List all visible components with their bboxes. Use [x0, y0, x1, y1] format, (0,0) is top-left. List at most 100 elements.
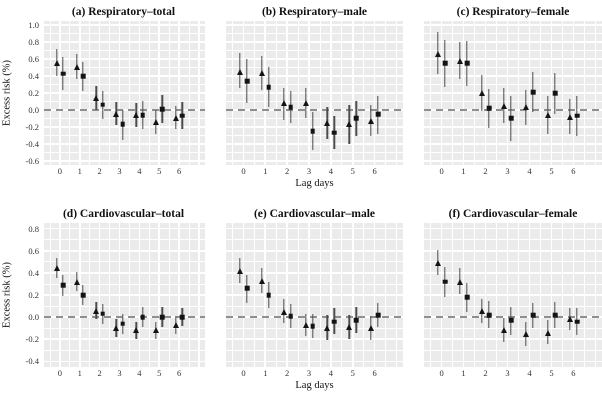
gridline-horizontal [44, 84, 205, 85]
gridline-vertical [242, 223, 245, 367]
gridline-horizontal [424, 92, 602, 94]
gridline-vertical [49, 21, 51, 165]
gridline-vertical [474, 21, 475, 165]
gridline-vertical [373, 21, 376, 165]
y-axis-tick-labels: -0.4 -0.2 0.0 0.2 0.4 0.6 0.8 [14, 223, 44, 367]
gridline-horizontal [226, 118, 403, 119]
x-axis-tick-label: 3 [117, 166, 122, 176]
gridline-vertical [297, 21, 299, 165]
gridline-horizontal [44, 249, 205, 252]
triangle-marker [566, 113, 573, 120]
gridline-vertical [440, 223, 443, 367]
gridline-vertical [178, 21, 180, 165]
y-axis-tick-label: 0.4 [28, 267, 39, 278]
gridline-horizontal [44, 92, 205, 94]
gridline-horizontal [44, 50, 205, 52]
triangle-marker [302, 100, 309, 107]
square-marker [160, 106, 165, 112]
gridline-horizontal [44, 327, 205, 329]
square-marker [266, 84, 272, 90]
panel-c: (c) Respiratory–female 0 1 2 3 4 5 6 [424, 3, 602, 193]
triangle-marker [566, 316, 573, 323]
gridline-horizontal [424, 249, 602, 252]
square-marker [574, 319, 580, 324]
y-axis-tick-label: 0.8 [28, 223, 39, 234]
gridline-vertical [69, 21, 71, 165]
gridline-vertical [98, 21, 101, 165]
gridline-vertical [506, 21, 509, 165]
gridline-horizontal [226, 283, 403, 285]
gridline-vertical [572, 223, 575, 367]
y-axis-tick-label: -0.6 [25, 155, 39, 166]
triangle-marker [346, 324, 353, 331]
square-marker [244, 286, 250, 291]
triangle-marker [258, 69, 265, 76]
gridline-horizontal [44, 261, 205, 263]
x-axis-tick-label: 6 [571, 166, 576, 176]
y-axis-tick-label: 0.8 [28, 37, 39, 48]
gridline-horizontal [226, 24, 403, 27]
panel-title: (d) Cardiovascular–total [62, 208, 185, 220]
gridline-vertical [98, 223, 101, 367]
gridline-vertical [330, 223, 332, 367]
triangle-marker [522, 330, 529, 337]
gridline-horizontal [424, 227, 602, 230]
triangle-marker [457, 278, 464, 285]
plot-area [226, 223, 403, 367]
gridline-horizontal [44, 294, 205, 296]
triangle-marker [53, 60, 60, 67]
x-axis-tick-label: 2 [483, 368, 488, 378]
panel-body [424, 21, 602, 165]
gridline-vertical [484, 223, 487, 367]
y-axis-tick-label: 1.0 [28, 20, 39, 31]
zero-reference-line [424, 316, 602, 318]
gridline-horizontal [226, 271, 403, 274]
gridline-horizontal [226, 101, 403, 102]
gridline-horizontal [226, 305, 403, 307]
gridline-vertical [540, 21, 541, 165]
gridline-vertical [385, 223, 386, 367]
triangle-marker [153, 118, 160, 125]
x-axis-tick-label: 5 [350, 368, 355, 378]
panel-b: (b) Respiratory–male 0 1 2 3 4 5 6 Lag days [226, 3, 403, 193]
plot-area [424, 21, 602, 165]
gridline-vertical [109, 21, 110, 165]
gridline-vertical [232, 223, 233, 367]
x-axis-tick-label: 1 [77, 368, 82, 378]
gridline-vertical [385, 21, 386, 165]
gridline-vertical [188, 21, 190, 165]
gridline-horizontal [44, 58, 205, 60]
x-axis-tick-label: 2 [285, 166, 290, 176]
y-axis-tick-label: 0.2 [28, 88, 39, 98]
x-axis-tick-label: 5 [549, 166, 554, 176]
square-marker [120, 122, 125, 127]
gridline-horizontal [44, 349, 205, 351]
y-axis-title-text: Excess risk (%) [1, 262, 13, 328]
x-axis-tick-label: 2 [483, 166, 488, 176]
gridline-horizontal [44, 338, 205, 341]
gridline-vertical [158, 223, 161, 367]
y-axis-tick-labels: -0.6 -0.4 -0.2 0.0 0.2 0.4 0.6 0.8 1.0 [14, 20, 44, 166]
gridline-vertical [286, 21, 289, 165]
x-axis-title: Lag days [295, 178, 334, 189]
gridline-horizontal [424, 338, 602, 341]
x-axis-tick-label: 0 [241, 368, 246, 378]
x-axis-tick-label: 6 [372, 166, 377, 176]
triangle-marker [113, 111, 120, 118]
square-marker [464, 61, 470, 66]
gridline-horizontal [44, 126, 205, 128]
x-axis-tick-label: 0 [241, 166, 246, 176]
gridline-vertical [168, 21, 170, 165]
y-axis-tick-label: -0.4 [25, 138, 39, 149]
square-marker [100, 102, 106, 108]
square-marker [244, 78, 250, 84]
square-marker [80, 292, 86, 298]
square-marker [552, 312, 558, 318]
triangle-marker [258, 277, 265, 284]
x-axis-title [424, 178, 602, 193]
gridline-horizontal [424, 283, 602, 285]
x-axis-tick-label: 5 [157, 166, 162, 176]
gridline-vertical [550, 21, 553, 165]
square-marker [574, 113, 580, 119]
y-axis-tick-label: 0.6 [28, 54, 39, 65]
